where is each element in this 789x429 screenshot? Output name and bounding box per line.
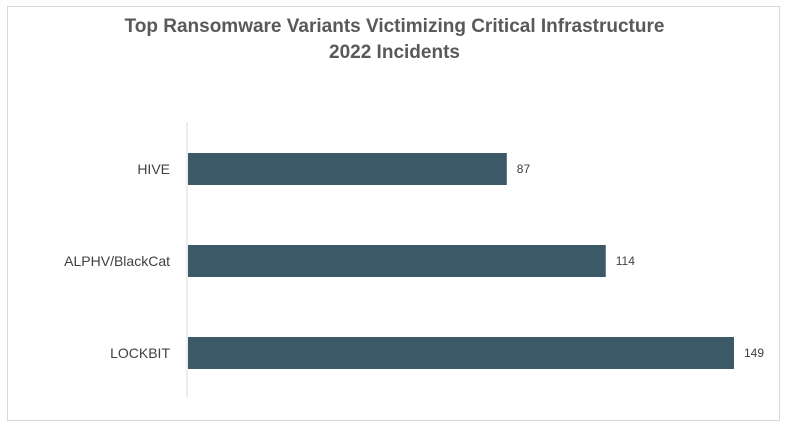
chart-subtitle: 2022 Incidents (329, 42, 460, 63)
value-label: 114 (616, 254, 635, 268)
chart-title: Top Ransomware Variants Victimizing Crit… (124, 16, 665, 37)
bar-lockbit (188, 337, 734, 369)
category-label: HIVE (137, 161, 170, 177)
category-label: LOCKBIT (110, 345, 170, 361)
category-label: ALPHV/BlackCat (64, 253, 170, 269)
bars-group: HIVE 87 ALPHV/BlackCat 114 LOCKBIT 149 (64, 153, 764, 369)
value-label: 87 (517, 162, 531, 176)
chart-title-block: Top Ransomware Variants Victimizing Crit… (0, 14, 789, 66)
value-label: 149 (744, 346, 764, 360)
bar-hive (188, 153, 507, 185)
bar-alphv-blackcat (188, 245, 606, 277)
